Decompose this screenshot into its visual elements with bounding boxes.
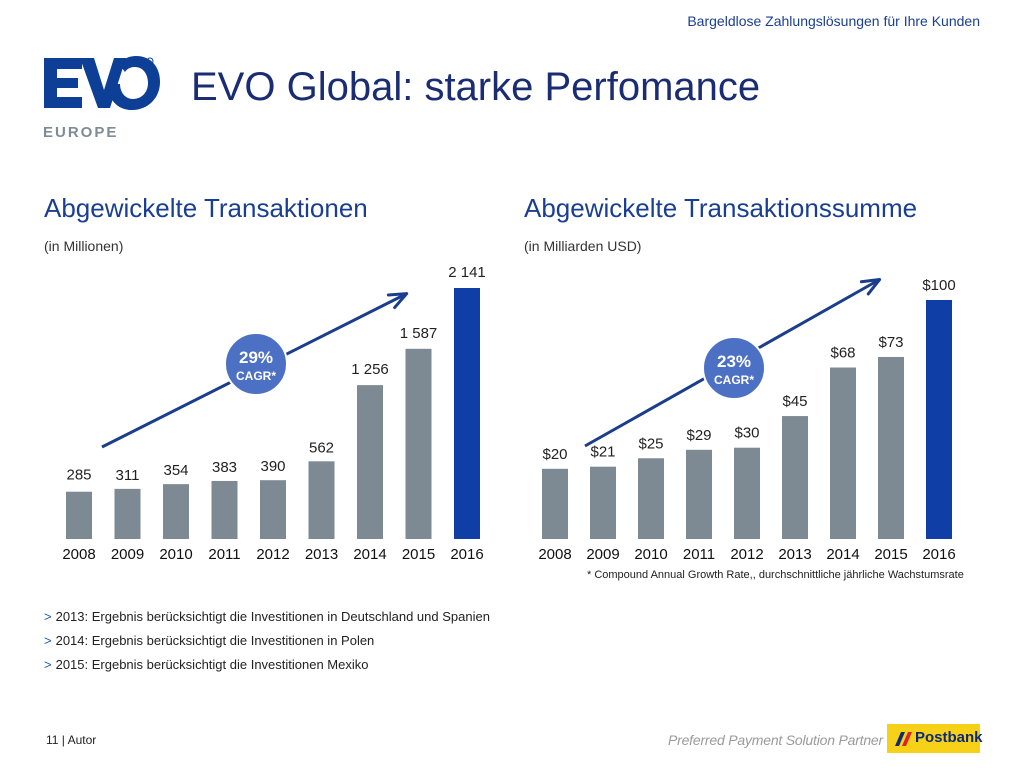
page-title: EVO Global: starke Perfomance [191, 65, 761, 109]
volume-year-label: 2013 [778, 546, 811, 563]
transactions-chart: 285 2008 311 2009 354 2010 383 2011 390 2012 562 20… [62, 264, 486, 563]
transactions-bar-2011 [211, 480, 238, 539]
transactions-value-label: 2 141 [448, 264, 486, 281]
note-text: 2014: Ergebnis berücksichtigt die Invest… [55, 633, 375, 648]
volume-year-label: 2015 [874, 546, 907, 563]
notes-list: >2013: Ergebnis berücksichtigt die Inves… [44, 608, 490, 680]
transactions-unit: (in Millionen) [44, 238, 124, 254]
transactions-value-label: 1 256 [351, 361, 389, 378]
volume-cagr-label: CAGR* [714, 373, 754, 387]
volume-value-label: $29 [686, 427, 711, 444]
note-text: 2013: Ergebnis berücksichtigt die Invest… [55, 609, 490, 624]
transactions-value-label: 383 [212, 459, 237, 476]
evo-logo [44, 56, 160, 110]
page-number: 11 | Autor [46, 733, 97, 747]
transactions-year-label: 2015 [402, 546, 435, 563]
transactions-arrow-head-icon [386, 292, 409, 310]
volume-year-label: 2008 [538, 546, 571, 563]
cagr-footnote: * Compound Annual Growth Rate,, durchsch… [587, 569, 964, 581]
transactions-year-label: 2014 [353, 546, 386, 563]
transactions-year-label: 2010 [159, 546, 192, 563]
postbank-logo: Postbank [887, 724, 983, 753]
transactions-value-label: 354 [163, 462, 188, 479]
volume-value-label: $73 [878, 334, 903, 351]
volume-value-label: $21 [590, 444, 615, 461]
volume-bar-2009 [590, 466, 616, 539]
transactions-value-label: 311 [116, 467, 140, 484]
transactions-bar-2012 [260, 480, 286, 539]
volume-cagr-circle [702, 336, 766, 400]
note-marker: > [44, 609, 52, 624]
transactions-year-label: 2009 [111, 546, 144, 563]
note-item: >2015: Ergebnis berücksichtigt die Inves… [44, 656, 490, 680]
transactions-cagr-circle [224, 332, 288, 396]
volume-title: Abgewickelte Transaktionssumme [524, 193, 918, 223]
note-item: >2014: Ergebnis berücksichtigt die Inves… [44, 632, 490, 656]
transactions-year-label: 2012 [256, 546, 289, 563]
transactions-year-label: 2013 [305, 546, 338, 563]
transactions-year-label: 2016 [450, 546, 483, 563]
note-text: 2015: Ergebnis berücksichtigt die Invest… [55, 657, 369, 672]
postbank-icon [895, 732, 912, 746]
transactions-bar-2009 [114, 488, 141, 539]
transactions-cagr-badge: 29% CAGR* [224, 332, 288, 396]
transactions-value-label: 285 [66, 467, 91, 484]
transactions-value-label: 562 [309, 439, 334, 456]
transactions-bar-2016 [454, 288, 480, 539]
volume-value-label: $20 [542, 446, 567, 463]
volume-value-label: $45 [782, 393, 807, 410]
volume-cagr-value: 23% [717, 352, 751, 371]
transactions-bar-2015 [405, 348, 432, 539]
transactions-bar-2013 [308, 461, 335, 539]
transactions-bar-2014 [357, 385, 383, 539]
volume-bar-2008 [542, 468, 568, 539]
volume-bar-2016 [926, 300, 952, 539]
transactions-year-label: 2011 [208, 546, 240, 563]
transactions-year-label: 2008 [62, 546, 95, 563]
volume-bar-2012 [734, 447, 760, 539]
tagline: Bargeldlose Zahlungslösungen für Ihre Ku… [687, 13, 980, 29]
volume-year-label: 2009 [586, 546, 619, 563]
transactions-value-label: 1 587 [400, 325, 438, 342]
volume-bar-2011 [686, 449, 712, 539]
volume-arrow-head-icon [859, 278, 882, 296]
transactions-cagr-value: 29% [239, 348, 273, 367]
transactions-bar-2008 [66, 491, 92, 539]
volume-bar-2010 [638, 458, 664, 539]
volume-bar-2015 [878, 356, 904, 539]
volume-value-label: $100 [922, 277, 955, 294]
volume-chart: $20 2008 $21 2009 $25 2010 $29 2011 $30 2012 $45 20… [538, 277, 955, 563]
partner-text: Preferred Payment Solution Partner for [668, 732, 903, 748]
volume-cagr-badge: 23% CAGR* [702, 336, 766, 400]
transactions-value-label: 390 [260, 458, 285, 475]
volume-bar-2013 [782, 416, 808, 539]
volume-unit: (in Milliarden USD) [524, 238, 642, 254]
volume-year-label: 2014 [826, 546, 859, 563]
volume-year-label: 2012 [730, 546, 763, 563]
transactions-title: Abgewickelte Transaktionen [44, 193, 368, 223]
note-item: >2013: Ergebnis berücksichtigt die Inves… [44, 608, 490, 632]
note-marker: > [44, 657, 52, 672]
volume-year-label: 2016 [922, 546, 955, 563]
volume-bar-2014 [830, 367, 856, 539]
logo-subtitle: EUROPE [43, 124, 119, 141]
note-marker: > [44, 633, 52, 648]
volume-year-label: 2011 [683, 546, 715, 563]
volume-value-label: $68 [830, 345, 855, 362]
transactions-cagr-label: CAGR* [236, 369, 276, 383]
volume-year-label: 2010 [634, 546, 667, 563]
postbank-label: Postbank [915, 729, 983, 746]
transactions-bar-2010 [163, 484, 189, 539]
volume-value-label: $30 [734, 425, 759, 442]
volume-value-label: $25 [638, 435, 663, 452]
